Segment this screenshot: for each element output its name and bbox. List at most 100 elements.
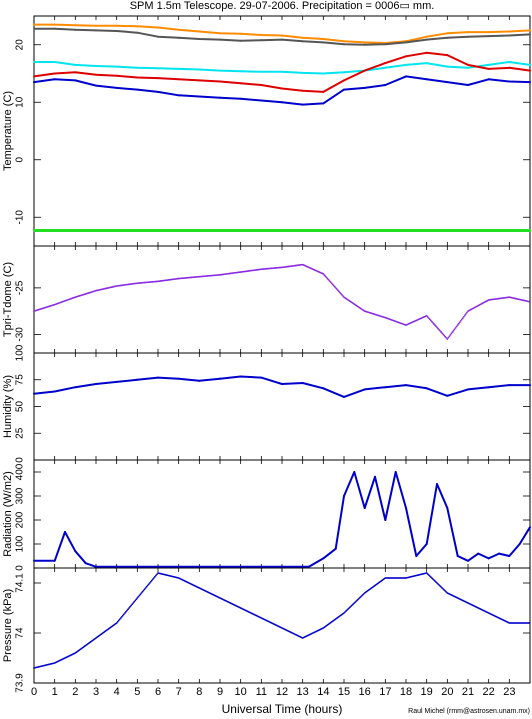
series-line xyxy=(33,375,530,398)
data-point xyxy=(33,61,35,63)
data-point xyxy=(136,76,139,79)
data-point xyxy=(322,72,325,75)
data-point xyxy=(343,395,345,398)
data-point xyxy=(131,603,134,606)
data-point xyxy=(95,383,97,386)
data-point xyxy=(456,555,459,557)
data-point xyxy=(138,594,141,597)
data-point xyxy=(301,381,304,384)
data-point xyxy=(405,75,407,78)
credit-label: Raul Michel (rmm@astrosen.unam.mx) xyxy=(408,708,530,715)
data-point xyxy=(281,70,283,73)
data-point xyxy=(130,604,133,607)
data-point xyxy=(322,387,325,390)
chart-title: SPM 1.5m Telescope. 29-07-2006. Precipit… xyxy=(130,0,435,12)
x-tick-label: 0 xyxy=(31,686,37,698)
data-point xyxy=(427,317,430,320)
data-point xyxy=(487,557,490,560)
y-tick-label: 100 xyxy=(15,344,26,361)
x-tick-label: 14 xyxy=(317,686,329,698)
data-point xyxy=(149,580,152,583)
data-point xyxy=(95,84,97,87)
data-point xyxy=(121,614,124,617)
data-point xyxy=(157,67,159,70)
data-point xyxy=(53,27,56,30)
data-point xyxy=(53,390,56,393)
data-point xyxy=(462,315,465,318)
data-point xyxy=(119,617,122,619)
data-point xyxy=(384,62,387,65)
y-axis-label: Humidity (%) xyxy=(2,375,14,438)
data-point xyxy=(322,102,325,105)
data-point xyxy=(336,289,339,292)
series-line xyxy=(34,471,531,568)
data-point xyxy=(260,376,263,379)
x-tick-label: 3 xyxy=(93,686,99,698)
data-point xyxy=(198,68,201,71)
data-point xyxy=(157,90,159,93)
data-point xyxy=(508,384,511,387)
panel-2: 0 25 50 75 100 Humidity (%) xyxy=(2,344,531,463)
data-point xyxy=(154,575,156,578)
data-point xyxy=(95,29,97,32)
data-point xyxy=(136,597,139,599)
data-point xyxy=(115,74,118,77)
y-tick-label: 0 xyxy=(15,565,26,571)
series-line xyxy=(34,27,531,46)
data-point xyxy=(467,66,469,69)
data-point xyxy=(74,386,77,389)
data-point xyxy=(443,334,446,337)
data-point xyxy=(363,86,366,89)
data-point xyxy=(446,507,449,509)
data-point xyxy=(466,311,468,314)
data-point xyxy=(384,84,387,86)
x-tick-label: 18 xyxy=(400,686,412,698)
data-point xyxy=(33,392,35,395)
data-point xyxy=(281,383,283,386)
data-point xyxy=(120,615,123,618)
data-point xyxy=(441,332,444,335)
data-point xyxy=(150,579,153,582)
x-tick-label: 15 xyxy=(338,686,350,698)
data-point xyxy=(425,387,428,390)
data-point xyxy=(529,81,531,84)
data-point xyxy=(157,77,159,80)
data-point xyxy=(327,278,330,281)
data-point xyxy=(340,292,342,295)
data-point xyxy=(341,293,343,296)
data-point xyxy=(529,526,531,529)
data-point xyxy=(136,66,139,69)
data-point xyxy=(324,275,327,278)
y-tick-label: 200 xyxy=(15,511,26,528)
data-point xyxy=(446,65,449,68)
data-point xyxy=(219,69,221,72)
data-point xyxy=(454,326,457,329)
data-point xyxy=(239,82,242,85)
data-point xyxy=(322,273,325,275)
data-point xyxy=(152,577,155,579)
data-point xyxy=(141,590,144,593)
x-tick-label: 1 xyxy=(52,686,58,698)
data-point xyxy=(177,78,180,81)
data-point xyxy=(301,89,304,92)
x-tick-label: 6 xyxy=(155,686,161,698)
data-point xyxy=(529,229,531,232)
x-tick-label: 21 xyxy=(462,686,474,698)
data-point xyxy=(425,314,428,317)
data-point xyxy=(384,519,387,521)
data-point xyxy=(198,379,201,382)
data-point xyxy=(53,78,56,81)
data-point xyxy=(115,65,118,68)
x-tick-label: 13 xyxy=(297,686,309,698)
data-point xyxy=(322,90,325,93)
data-point xyxy=(528,622,530,624)
data-point xyxy=(74,24,77,27)
data-point xyxy=(446,54,449,57)
x-tick-label: 12 xyxy=(276,686,288,698)
data-point xyxy=(157,376,159,379)
data-point xyxy=(301,71,304,74)
data-point xyxy=(529,63,531,66)
data-point xyxy=(53,559,56,562)
x-tick-label: 9 xyxy=(217,686,223,698)
